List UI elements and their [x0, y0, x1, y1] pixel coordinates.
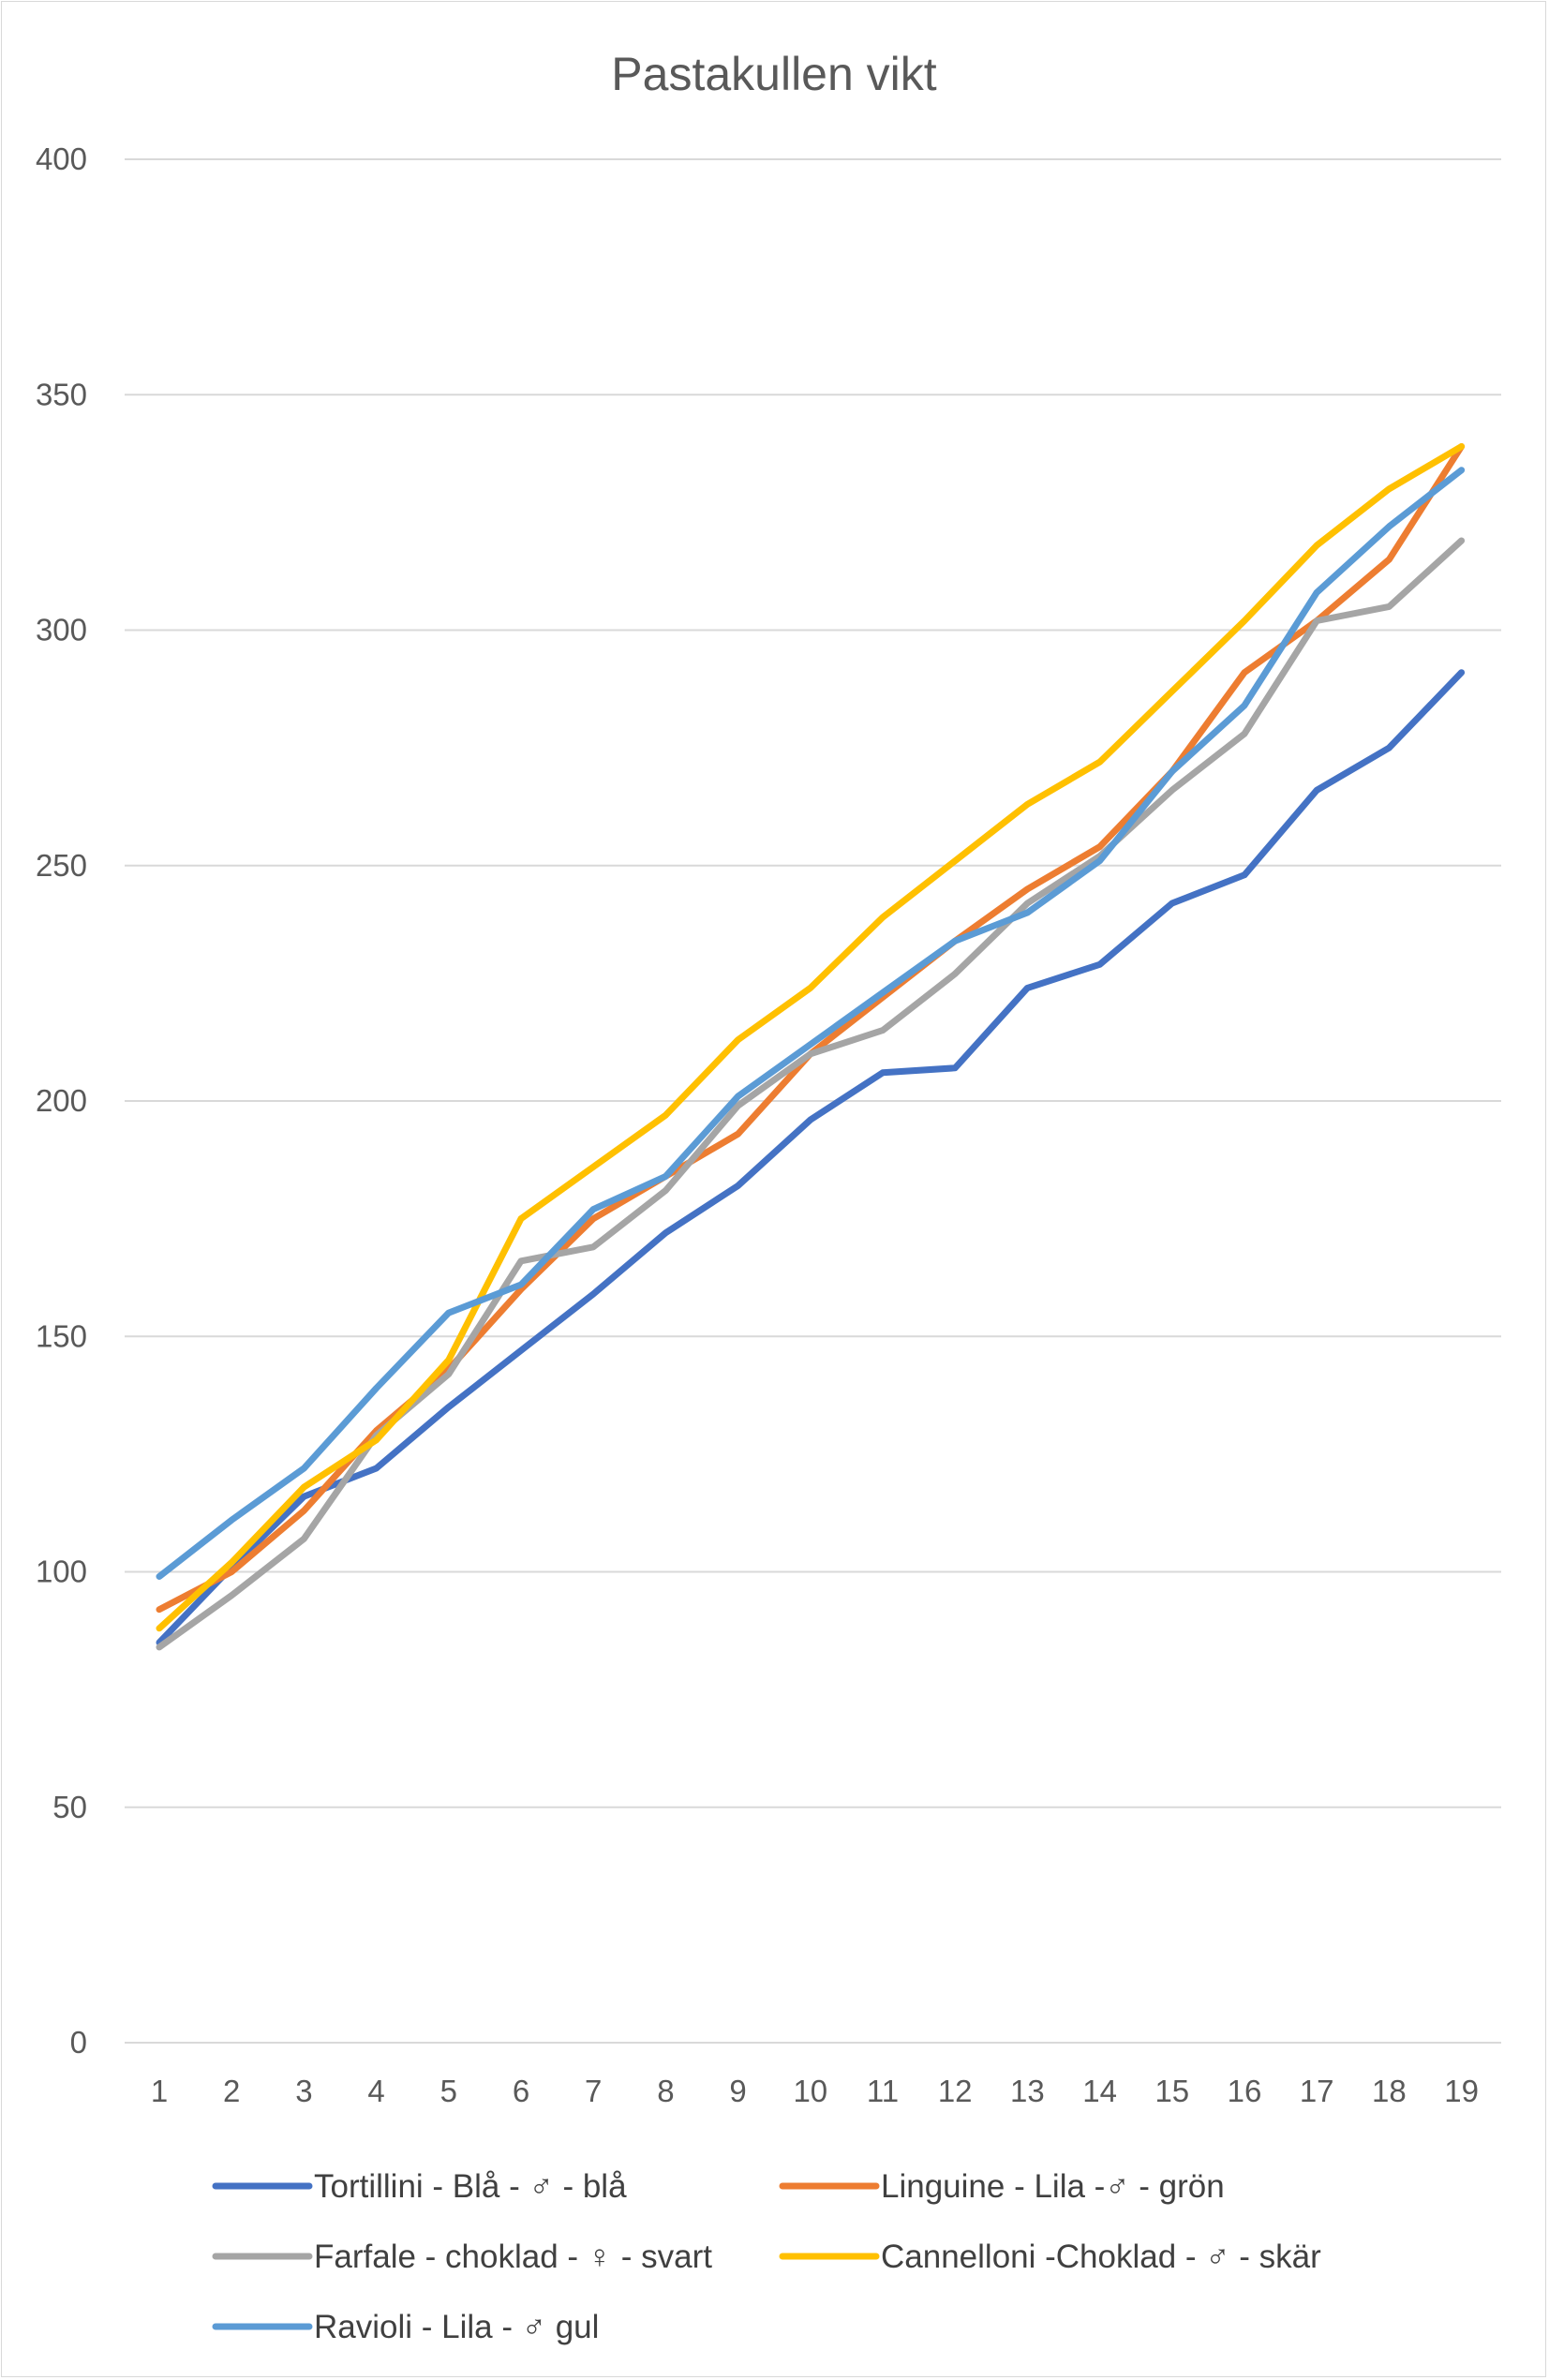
series-line-3: [156, 537, 1466, 1651]
gridlines: [125, 158, 1501, 2044]
x-tick-label: 16: [1228, 2074, 1262, 2108]
legend-item-2: Linguine - Lila -♂ - grön: [779, 2168, 1225, 2205]
legend-label: Cannelloni -Choklad - ♂ - skär: [881, 2239, 1321, 2275]
x-tick-label: 8: [657, 2074, 674, 2108]
x-tick-label: 17: [1300, 2074, 1334, 2108]
series-line-4: [156, 443, 1466, 1632]
y-tick-label: 0: [70, 2025, 87, 2060]
y-tick-label: 200: [36, 1083, 87, 1118]
x-tick-label: 7: [585, 2074, 602, 2108]
x-tick-label: 11: [867, 2074, 899, 2108]
x-tick-label: 5: [440, 2074, 457, 2108]
x-tick-label: 9: [729, 2074, 746, 2108]
x-tick-label: 15: [1154, 2074, 1189, 2108]
x-tick-label: 3: [295, 2074, 312, 2108]
x-tick-label: 18: [1372, 2074, 1407, 2108]
series-line-2: [156, 443, 1466, 1614]
x-tick-label: 19: [1444, 2074, 1479, 2108]
legend-label: Linguine - Lila -♂ - grön: [881, 2168, 1225, 2205]
x-tick-label: 2: [223, 2074, 240, 2108]
x-tick-label: 14: [1082, 2074, 1117, 2108]
y-tick-label: 400: [36, 141, 87, 176]
x-axis-ticks: 1 2 3 4 5 6 7 8 9 10 11 12 13 14 15 16 17 18 19: [151, 2074, 1479, 2108]
y-tick-label: 300: [36, 613, 87, 647]
x-tick-label: 4: [367, 2074, 384, 2108]
legend-label: Tortillini - Blå - ♂ - blå: [314, 2168, 627, 2205]
chart-title: Pastakullen vikt: [611, 48, 936, 100]
x-tick-label: 12: [938, 2074, 973, 2108]
legend-label: Ravioli - Lila - ♂ gul: [314, 2309, 599, 2345]
legend-label: Farfale - choklad - ♀ - svart: [314, 2239, 712, 2275]
x-tick-label: 1: [151, 2074, 168, 2108]
legend-item-4: Cannelloni -Choklad - ♂ - skär: [779, 2239, 1321, 2275]
legend-item-1: Tortillini - Blå - ♂ - blå: [212, 2168, 627, 2205]
y-tick-label: 100: [36, 1554, 87, 1589]
y-tick-label: 150: [36, 1318, 87, 1353]
series-line-5: [156, 467, 1466, 1580]
legend-item-3: Farfale - choklad - ♀ - svart: [212, 2239, 712, 2275]
y-tick-label: 250: [36, 848, 87, 883]
legend: Tortillini - Blå - ♂ - blå Linguine - Lil…: [212, 2168, 1321, 2345]
y-tick-label: 350: [36, 377, 87, 411]
x-tick-label: 10: [793, 2074, 827, 2108]
y-axis-ticks: 0 50 100 150 200 250 300 350 400: [36, 141, 87, 2060]
x-tick-label: 13: [1010, 2074, 1045, 2108]
legend-item-5: Ravioli - Lila - ♂ gul: [212, 2309, 599, 2345]
x-tick-label: 6: [513, 2074, 529, 2108]
series-lines: [156, 443, 1466, 1651]
series-line-1: [156, 669, 1466, 1646]
y-tick-label: 50: [52, 1790, 87, 1824]
